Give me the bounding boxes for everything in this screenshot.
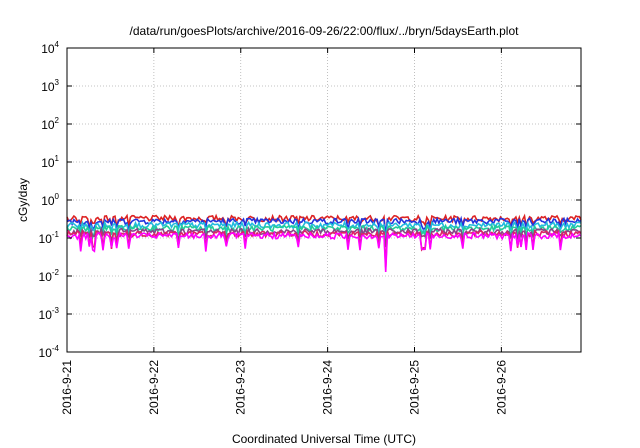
x-tick-label: 2016-9-23: [234, 360, 248, 415]
y-axis-label: cGy/day: [16, 178, 30, 222]
y-tick-label: 104: [41, 40, 59, 56]
grid: [67, 48, 581, 352]
series-line: [66, 215, 582, 235]
y-tick-label: 10-1: [39, 230, 60, 246]
y-tick-label: 103: [41, 78, 59, 94]
y-tick-label: 10-2: [39, 268, 60, 284]
x-tick-label: 2016-9-26: [494, 360, 508, 415]
x-axis: 2016-9-21 2016-9-22 2016-9-23 2016-9-24 2016…: [60, 48, 508, 415]
series-group: [66, 213, 582, 273]
series-line: [66, 223, 582, 242]
y-tick-label: 10-3: [39, 306, 60, 322]
x-tick-label: 2016-9-25: [407, 360, 421, 415]
x-tick-label: 2016-9-24: [321, 360, 335, 415]
x-tick-label: 2016-9-21: [60, 360, 74, 415]
chart-title: /data/run/goesPlots/archive/2016-09-26/2…: [130, 24, 520, 38]
y-tick-label: 100: [41, 192, 59, 208]
series-line: [66, 219, 582, 243]
series-line: [66, 230, 582, 273]
x-axis-label: Coordinated Universal Time (UTC): [232, 432, 416, 446]
y-tick-label: 102: [41, 116, 59, 132]
x-tick-label: 2016-9-22: [147, 360, 161, 415]
y-tick-label: 10-4: [39, 344, 60, 360]
y-tick-label: 101: [41, 154, 59, 170]
series-line: [66, 225, 582, 248]
plot-frame: [66, 47, 582, 353]
y-axis: 10-4 10-3 10-2 10-1 100 101 102 103 104: [39, 40, 581, 360]
